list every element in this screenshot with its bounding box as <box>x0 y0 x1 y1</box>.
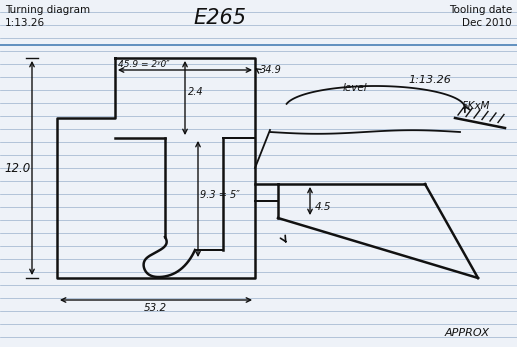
Text: 34.9: 34.9 <box>260 65 282 75</box>
Text: 2.4: 2.4 <box>188 87 204 97</box>
Text: 45.9 = 2ʸ0″: 45.9 = 2ʸ0″ <box>118 59 170 68</box>
Text: E265: E265 <box>193 8 247 28</box>
Text: 4.5: 4.5 <box>315 202 331 212</box>
Text: 9.3 = 5″: 9.3 = 5″ <box>200 190 240 200</box>
Text: 1:13.26: 1:13.26 <box>408 75 451 85</box>
Text: 5KҳM: 5KҳM <box>462 101 491 111</box>
Text: 53.2: 53.2 <box>143 303 166 313</box>
Text: APPROX: APPROX <box>445 328 490 338</box>
Text: Turning diagram: Turning diagram <box>5 5 90 15</box>
Text: 1:13.26: 1:13.26 <box>5 18 45 28</box>
Text: level: level <box>343 83 367 93</box>
Text: 12.0: 12.0 <box>5 161 31 175</box>
Text: Dec 2010: Dec 2010 <box>462 18 512 28</box>
Text: Tooling date: Tooling date <box>449 5 512 15</box>
